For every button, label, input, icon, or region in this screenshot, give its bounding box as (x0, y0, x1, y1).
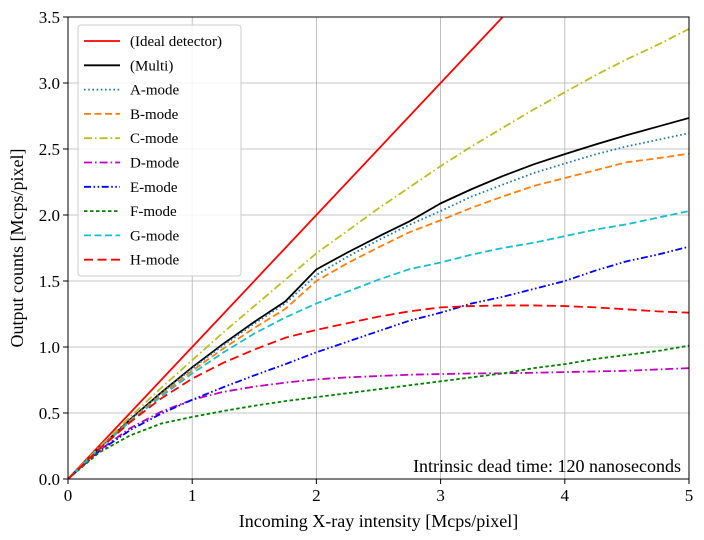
tick-labels: 0 1 2 3 4 5 0.0 0.5 1.0 1.5 2.0 2.5 3.0 3.5 (39, 8, 694, 505)
legend-label: A-mode (130, 83, 179, 99)
dead-time-annotation: Intrinsic dead time: 120 nanoseconds (413, 456, 681, 476)
series-line-c-mode (68, 28, 689, 479)
y-tick-label: 1.0 (39, 338, 60, 357)
x-tick-label: 2 (312, 486, 321, 505)
series-line-ideal-detector (68, 17, 504, 479)
legend-label: B-mode (130, 107, 179, 123)
x-tick-label: 4 (561, 486, 570, 505)
y-tick-label: 0.0 (39, 470, 60, 489)
y-tick-label: 1.5 (39, 272, 60, 291)
y-tick-label: 3.0 (39, 74, 60, 93)
y-axis-label: Output counts [Mcps/pixel] (7, 149, 27, 348)
x-axis-label: Incoming X-ray intensity [Mcps/pixel] (239, 511, 518, 531)
legend-box (77, 24, 242, 277)
series-layer (68, 17, 689, 479)
y-tick-label: 2.0 (39, 206, 60, 225)
plot-frame (67, 16, 690, 480)
legend: (Ideal detector) (Multi) A-mode B-mode C-mod… (77, 24, 242, 277)
legend-label: H-mode (130, 253, 179, 269)
legend-label: E-mode (130, 180, 178, 196)
series-line-d-mode (68, 367, 689, 479)
x-tick-label: 0 (64, 486, 73, 505)
legend-label: F-mode (130, 204, 177, 220)
series-line-e-mode (68, 245, 689, 479)
series-line-b-mode (68, 152, 689, 479)
legend-label: (Ideal detector) (130, 34, 222, 50)
x-tick-label: 1 (188, 486, 197, 505)
ticks (63, 16, 690, 484)
x-tick-label: 5 (685, 486, 694, 505)
y-tick-label: 0.5 (39, 404, 60, 423)
legend-label: (Multi) (130, 58, 173, 74)
x-tick-label: 3 (436, 486, 445, 505)
series-line-f-mode (68, 344, 689, 479)
series-line-h-mode (68, 304, 689, 479)
y-tick-label: 2.5 (39, 140, 60, 159)
y-tick-label: 3.5 (39, 8, 60, 27)
legend-label: D-mode (130, 156, 179, 172)
legend-label: G-mode (130, 228, 179, 244)
series-line-multi (68, 117, 689, 479)
legend-label: C-mode (130, 131, 179, 147)
series-line-g-mode (68, 210, 689, 479)
series-line-a-mode (68, 132, 689, 479)
